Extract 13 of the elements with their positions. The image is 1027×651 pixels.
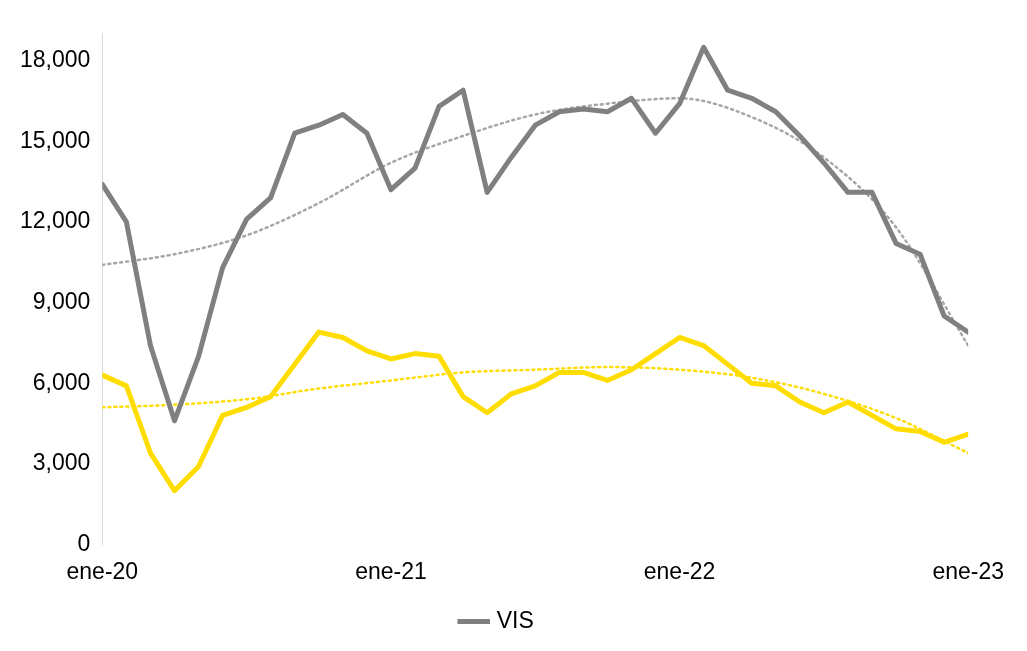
y-tick-label: 6,000 [32,368,91,395]
y-tick-label: 9,000 [32,287,91,314]
y-tick-label: 18,000 [19,46,91,73]
x-tick-label: ene-23 [932,557,1004,584]
x-tick-label: ene-21 [355,557,427,584]
y-tick-label: 0 [77,529,91,556]
y-tick-label: 3,000 [32,449,91,476]
x-tick-label: ene-22 [643,557,716,584]
legend-label: VIS [496,606,534,633]
x-tick-label: ene-20 [66,557,139,584]
y-tick-label: 12,000 [19,207,91,234]
y-tick-label: 15,000 [19,126,91,153]
line-series [102,97,969,347]
